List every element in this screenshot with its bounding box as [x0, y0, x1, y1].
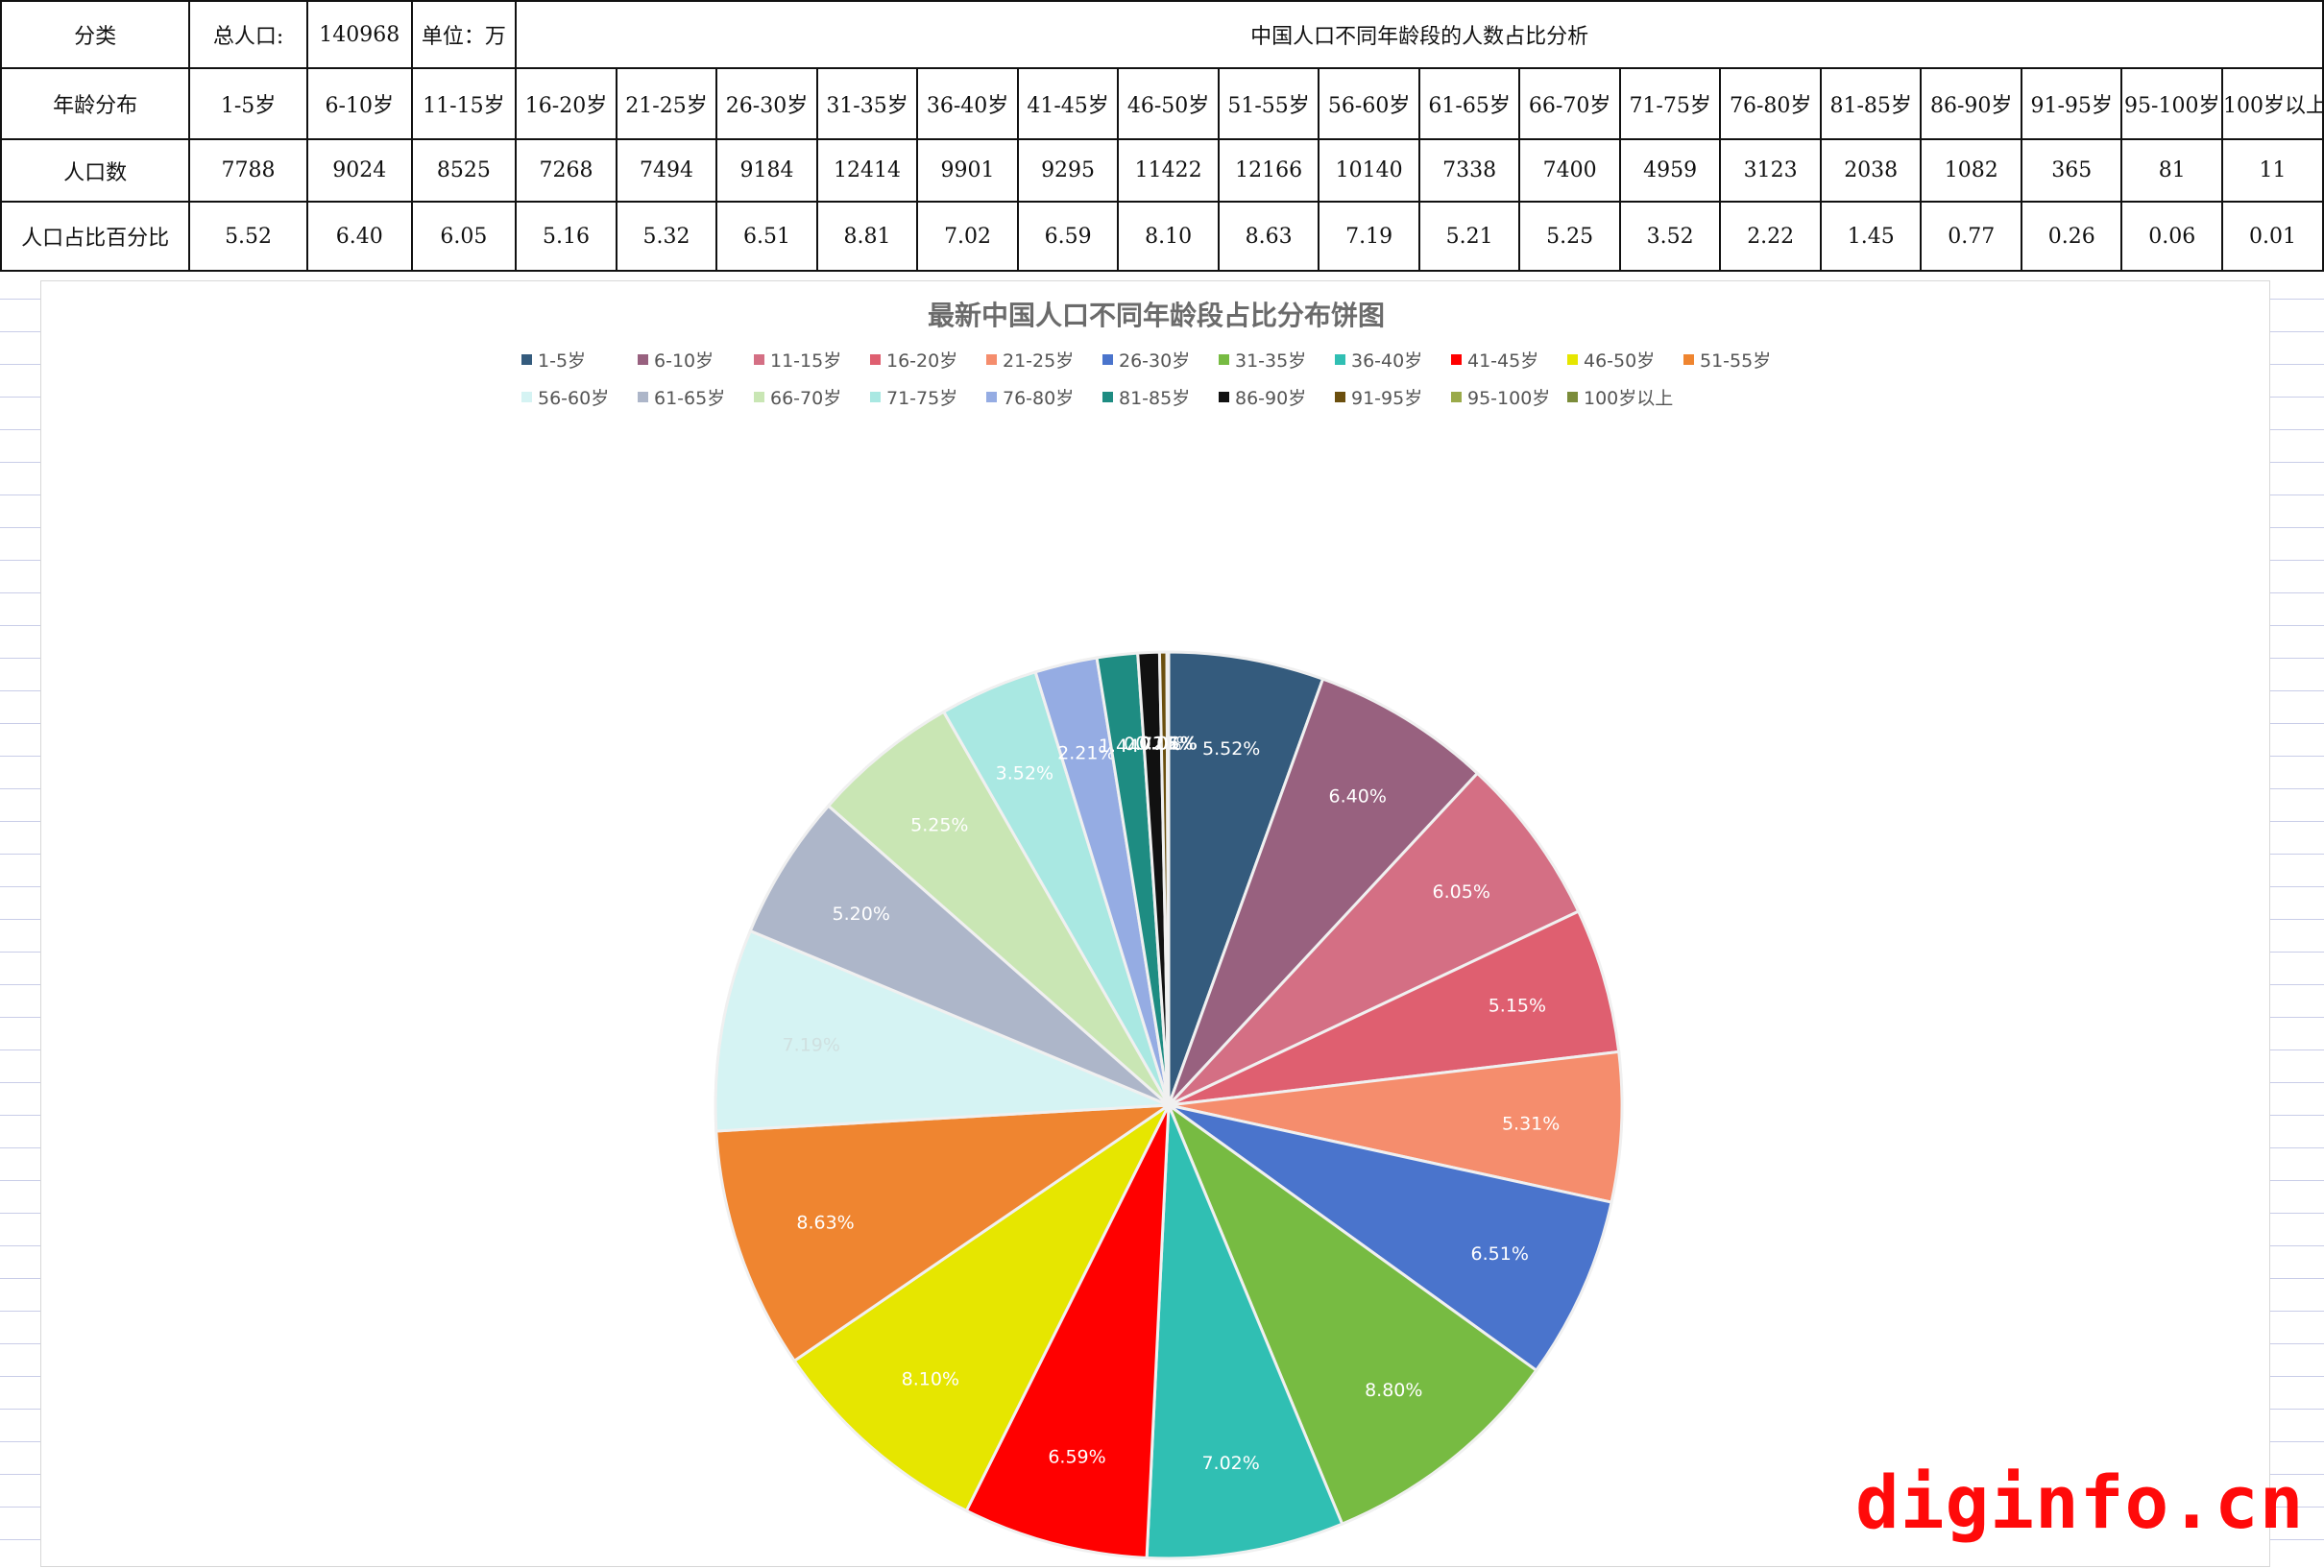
pop-cell[interactable]: 7494: [617, 139, 717, 202]
age-cell[interactable]: 46-50岁: [1118, 68, 1219, 139]
age-cell[interactable]: 11-15岁: [412, 68, 517, 139]
age-cell[interactable]: 95-100岁: [2121, 68, 2222, 139]
pct-cell[interactable]: 2.22: [1720, 202, 1821, 271]
pie-data-label: 7.19%: [783, 1035, 840, 1056]
age-cell[interactable]: 91-95岁: [2021, 68, 2122, 139]
pie-chart: 5.52% 6.40% 6.05% 5.15% 5.31% 6.51% 8.80% 7.02%…: [41, 281, 2271, 1568]
pop-cell[interactable]: 4959: [1620, 139, 1721, 202]
total-label[interactable]: 总人口:: [189, 1, 307, 68]
pop-cell[interactable]: 7400: [1519, 139, 1620, 202]
pct-cell[interactable]: 0.01: [2222, 202, 2323, 271]
pie-data-label: 5.52%: [1202, 738, 1260, 760]
pct-cell[interactable]: 5.25: [1519, 202, 1620, 271]
pop-cell[interactable]: 9024: [307, 139, 412, 202]
pct-cell[interactable]: 8.10: [1118, 202, 1219, 271]
watermark: diginfo.cn: [1855, 1459, 2305, 1545]
pop-cell[interactable]: 9184: [716, 139, 817, 202]
pct-row-label[interactable]: 人口占比百分比: [1, 202, 189, 271]
category-label[interactable]: 分类: [1, 1, 189, 68]
pop-cell[interactable]: 12414: [817, 139, 918, 202]
pie-data-label: 7.02%: [1201, 1453, 1259, 1474]
pct-cell[interactable]: 0.06: [2121, 202, 2222, 271]
age-cell[interactable]: 61-65岁: [1419, 68, 1520, 139]
pie-data-label: 5.25%: [910, 814, 968, 835]
pie-data-label: 8.63%: [796, 1213, 854, 1234]
pie-data-label: 5.15%: [1489, 996, 1546, 1017]
pct-cell[interactable]: 7.02: [917, 202, 1018, 271]
total-value[interactable]: 140968: [307, 1, 412, 68]
pie-data-label: 6.05%: [1433, 881, 1490, 903]
age-cell[interactable]: 81-85岁: [1821, 68, 1922, 139]
pie-data-label: 6.51%: [1471, 1243, 1529, 1265]
pop-cell[interactable]: 7338: [1419, 139, 1520, 202]
pop-cell[interactable]: 365: [2021, 139, 2122, 202]
pct-cell[interactable]: 6.40: [307, 202, 412, 271]
pct-cell[interactable]: 5.52: [189, 202, 307, 271]
age-cell[interactable]: 1-5岁: [189, 68, 307, 139]
pie-data-label: 6.40%: [1329, 786, 1387, 808]
pop-cell[interactable]: 11: [2222, 139, 2323, 202]
pie-data-label: 5.20%: [833, 904, 890, 925]
age-cell[interactable]: 31-35岁: [817, 68, 918, 139]
pop-cell[interactable]: 10140: [1319, 139, 1419, 202]
pop-cell[interactable]: 8525: [412, 139, 517, 202]
pct-cell[interactable]: 8.81: [817, 202, 918, 271]
age-cell[interactable]: 66-70岁: [1519, 68, 1620, 139]
pct-cell[interactable]: 5.32: [617, 202, 717, 271]
age-cell[interactable]: 21-25岁: [617, 68, 717, 139]
age-cell[interactable]: 41-45岁: [1018, 68, 1119, 139]
pct-cell[interactable]: 8.63: [1219, 202, 1319, 271]
pct-cell[interactable]: 6.59: [1018, 202, 1119, 271]
pop-cell[interactable]: 9901: [917, 139, 1018, 202]
age-cell[interactable]: 71-75岁: [1620, 68, 1721, 139]
pct-cell[interactable]: 6.51: [716, 202, 817, 271]
pct-cell[interactable]: 6.05: [412, 202, 517, 271]
pct-cell[interactable]: 3.52: [1620, 202, 1721, 271]
age-cell[interactable]: 76-80岁: [1720, 68, 1821, 139]
pie-data-label: 6.59%: [1048, 1446, 1105, 1467]
age-cell[interactable]: 26-30岁: [716, 68, 817, 139]
table-header-row: 分类 总人口: 140968 单位：万 中国人口不同年龄段的人数占比分析: [1, 1, 2323, 68]
unit-label[interactable]: 单位：万: [412, 1, 517, 68]
pie-data-label: 8.80%: [1365, 1380, 1422, 1401]
pop-row-label[interactable]: 人口数: [1, 139, 189, 202]
pop-cell[interactable]: 12166: [1219, 139, 1319, 202]
population-table: 分类 总人口: 140968 单位：万 中国人口不同年龄段的人数占比分析 年龄分…: [0, 0, 2324, 272]
pie-data-label: 5.31%: [1502, 1113, 1560, 1134]
pct-cell[interactable]: 5.21: [1419, 202, 1520, 271]
pct-cell[interactable]: 0.77: [1921, 202, 2021, 271]
pop-cell[interactable]: 3123: [1720, 139, 1821, 202]
age-row-label[interactable]: 年龄分布: [1, 68, 189, 139]
age-cell[interactable]: 56-60岁: [1319, 68, 1419, 139]
age-cell[interactable]: 51-55岁: [1219, 68, 1319, 139]
age-cell[interactable]: 100岁以上: [2222, 68, 2323, 139]
pct-cell[interactable]: 0.26: [2021, 202, 2122, 271]
age-cell[interactable]: 86-90岁: [1921, 68, 2021, 139]
pop-cell[interactable]: 11422: [1118, 139, 1219, 202]
table-title[interactable]: 中国人口不同年龄段的人数占比分析: [516, 1, 2323, 68]
pie-data-label: 8.10%: [902, 1369, 959, 1390]
pop-cell[interactable]: 2038: [1821, 139, 1922, 202]
pct-cell[interactable]: 1.45: [1821, 202, 1922, 271]
pct-cell[interactable]: 5.16: [516, 202, 617, 271]
pie-data-label: 0.01%: [1140, 733, 1198, 754]
pop-cell[interactable]: 7268: [516, 139, 617, 202]
pct-cell[interactable]: 7.19: [1319, 202, 1419, 271]
age-cell[interactable]: 16-20岁: [516, 68, 617, 139]
pop-cell[interactable]: 1082: [1921, 139, 2021, 202]
age-cell[interactable]: 6-10岁: [307, 68, 412, 139]
age-cell[interactable]: 36-40岁: [917, 68, 1018, 139]
pop-cell[interactable]: 9295: [1018, 139, 1119, 202]
pop-cell[interactable]: 7788: [189, 139, 307, 202]
pop-cell[interactable]: 81: [2121, 139, 2222, 202]
pie-data-label: 3.52%: [996, 763, 1053, 784]
